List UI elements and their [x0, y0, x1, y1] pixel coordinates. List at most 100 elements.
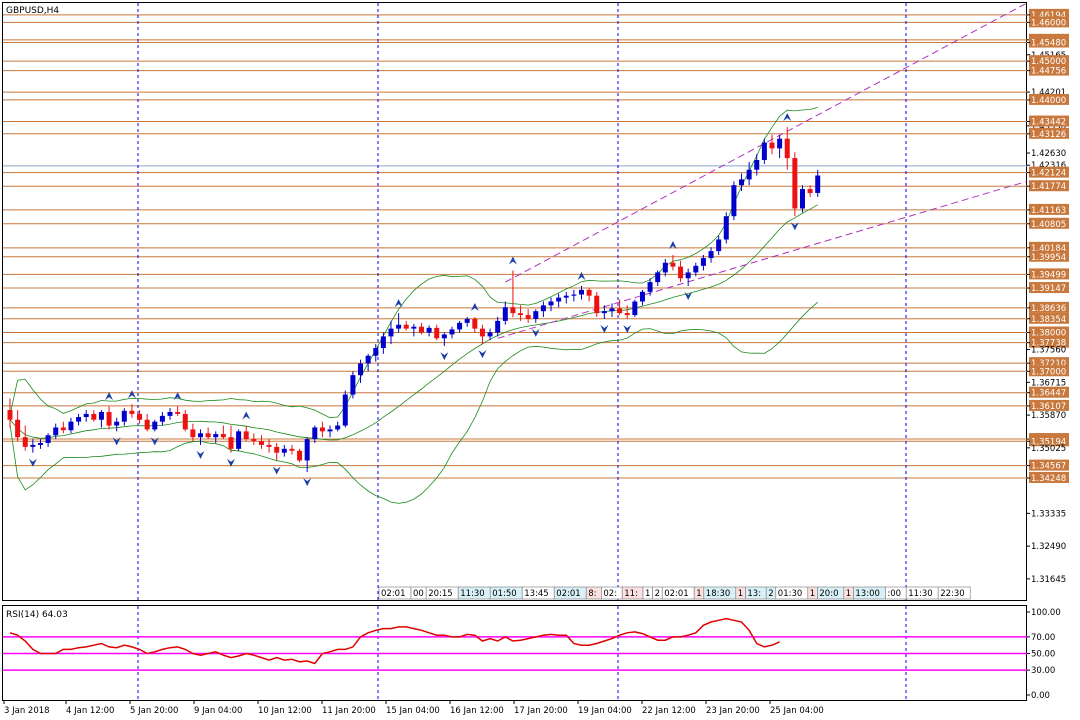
time-box-label: 2	[655, 589, 660, 599]
price-label: 1.42630	[1031, 149, 1066, 159]
time-box-label: 1	[738, 589, 743, 599]
time-labels-strip: 02:01 00 20:15 11:30 01:50 13:45 02:01 8: 02: 11:…	[378, 586, 971, 600]
candle-body	[205, 433, 211, 438]
rsi-axis-label: 30.00	[1031, 666, 1055, 676]
time-box-label: 11:30	[460, 589, 485, 599]
candle-body	[266, 444, 272, 447]
candle-body	[457, 322, 463, 330]
candle-body	[388, 328, 394, 337]
candle-body	[754, 160, 760, 170]
candle-body	[441, 334, 447, 339]
candle-body	[403, 324, 409, 329]
price-label: 1.38000	[1031, 329, 1066, 339]
candle-body	[365, 355, 371, 364]
candle-body	[60, 427, 66, 431]
price-label: 1.39499	[1031, 270, 1066, 280]
time-label: 4 Jan 12:00	[66, 706, 114, 716]
time-box-label: 1	[696, 589, 701, 599]
candle-body	[213, 434, 219, 438]
price-label: 1.46194	[1031, 11, 1066, 21]
time-box-label: 20:0	[819, 589, 838, 599]
candle-body	[479, 328, 485, 337]
rsi-title: RSI(14) 64.03	[6, 610, 68, 620]
price-label: 1.36715	[1031, 378, 1066, 388]
chart-title: GBPUSD,H4	[6, 6, 59, 16]
candle-body	[114, 421, 120, 426]
time-box-label: 02:	[603, 589, 617, 599]
price-label: 1.41774	[1031, 182, 1066, 192]
candle-body	[464, 318, 470, 323]
fractal-up-arrow	[783, 113, 792, 122]
candle-body	[83, 413, 89, 418]
candle-body	[91, 413, 97, 420]
price-label: 1.44000	[1031, 96, 1066, 106]
time-axis: 3 Jan 2018 4 Jan 12:00 5 Jan 20:00 9 Jan 04…	[3, 700, 824, 716]
candle-body	[53, 427, 59, 436]
candle-body	[799, 189, 805, 209]
bollinger-bands	[9, 107, 818, 504]
price-tag	[1029, 268, 1069, 280]
time-label: 19 Jan 04:00	[578, 706, 632, 716]
candle-body	[510, 307, 516, 314]
time-label: 5 Jan 20:00	[130, 706, 178, 716]
candle-body	[685, 272, 691, 279]
candle-body	[220, 434, 226, 438]
candle-body	[37, 442, 43, 445]
price-label: 1.36447	[1031, 389, 1066, 399]
price-label: 1.33335	[1031, 509, 1066, 519]
candle-body	[98, 411, 104, 420]
fractal-down-arrow	[531, 328, 540, 337]
price-label: 1.35194	[1031, 437, 1066, 447]
candle-body	[693, 265, 699, 273]
price-tag	[1029, 217, 1069, 229]
fractal-down-arrow	[28, 458, 37, 467]
candle-body	[251, 439, 257, 442]
time-box-label: 13:00	[855, 589, 880, 599]
candle-body	[434, 327, 440, 339]
time-label: 11 Jan 20:00	[322, 706, 376, 716]
price-tag	[1029, 250, 1069, 262]
fractal-up-arrow	[394, 299, 403, 308]
time-box-label: 8:	[588, 589, 596, 599]
time-label: 9 Jan 04:00	[194, 706, 242, 716]
price-tag	[1029, 55, 1069, 67]
candle-body	[579, 289, 584, 295]
time-box-label: 1	[810, 589, 815, 599]
candle-body	[380, 336, 386, 349]
fractal-down-arrow	[478, 350, 487, 359]
time-box-label: 01:50	[492, 589, 517, 599]
candle-body	[731, 185, 737, 217]
time-box-label: 11:	[624, 589, 638, 599]
price-label: 1.39954	[1031, 253, 1066, 263]
candle-body	[426, 327, 432, 333]
candle-body	[518, 313, 524, 316]
price-label: 1.38354	[1031, 315, 1066, 325]
candle-body	[15, 419, 21, 438]
fractal-arrows	[28, 113, 799, 487]
channel-lower	[497, 180, 1028, 339]
horizontal-levels	[3, 14, 1027, 479]
price-label: 1.44756	[1031, 67, 1066, 77]
price-tag	[1029, 16, 1069, 28]
price-tag	[1029, 326, 1069, 338]
price-label: 1.43442	[1031, 118, 1066, 128]
candle-body	[449, 329, 455, 335]
candle-body	[586, 289, 592, 296]
candle-body	[342, 394, 348, 426]
candle-body	[655, 272, 661, 283]
price-tag	[1029, 312, 1069, 324]
price-panel[interactable]	[2, 2, 1027, 601]
rsi-axis-label: 0.00	[1031, 691, 1050, 701]
candle-body	[739, 179, 745, 186]
price-label: 1.34567	[1031, 462, 1066, 472]
fractal-down-arrow	[600, 324, 609, 333]
time-box-label: 02:01	[664, 589, 689, 599]
price-label: 1.45000	[1031, 57, 1066, 67]
candle-body	[647, 282, 653, 292]
candlesticks	[7, 127, 821, 473]
price-tag	[1029, 93, 1069, 105]
rsi-indicator: 100.00 70.00 50.00 30.00 0.00	[3, 608, 1061, 701]
candle-body	[281, 448, 287, 453]
price-label: 1.37738	[1031, 339, 1066, 349]
